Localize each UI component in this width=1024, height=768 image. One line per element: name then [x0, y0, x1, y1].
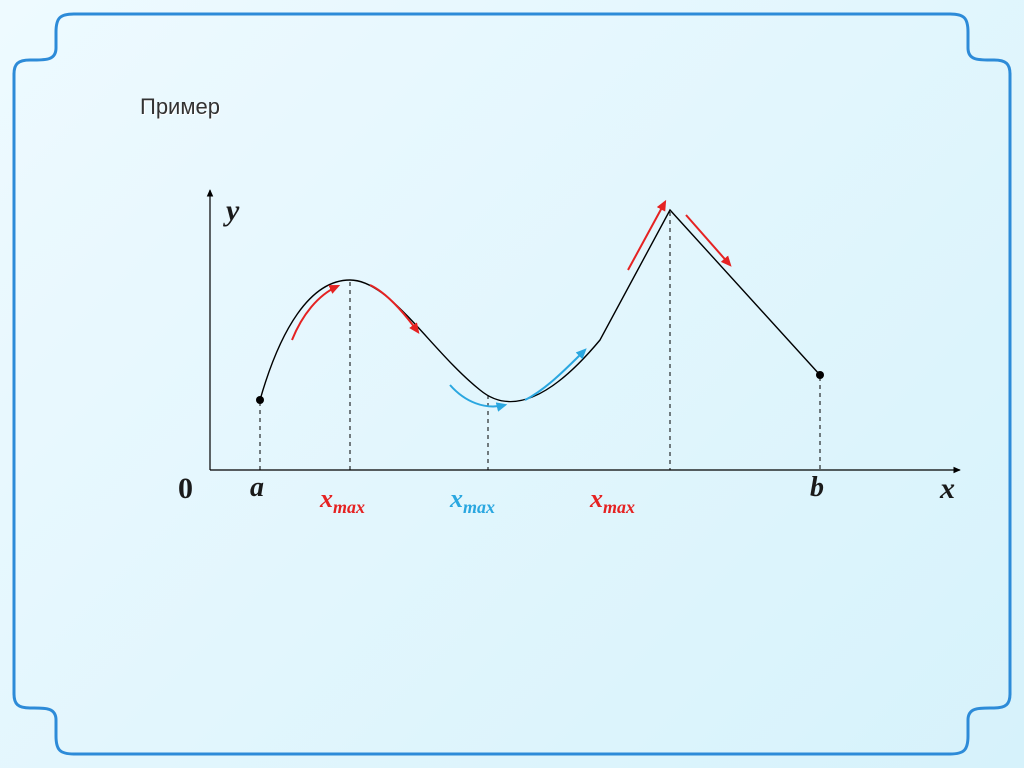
origin-label: 0 [178, 472, 193, 506]
xmax-label-2: xmax [450, 484, 495, 518]
tick-label-a: a [250, 472, 264, 504]
y-axis-label: y [226, 194, 239, 228]
slide-title: Пример [140, 94, 220, 120]
tick-label-b: b [810, 472, 824, 504]
xmax-label-1: xmax [320, 484, 365, 518]
x-axis-label: x [940, 472, 955, 506]
slide: Пример y x 0 a b xmax xmax xmax [0, 0, 1024, 768]
function-graph [170, 170, 970, 520]
xmax-label-3: xmax [590, 484, 635, 518]
